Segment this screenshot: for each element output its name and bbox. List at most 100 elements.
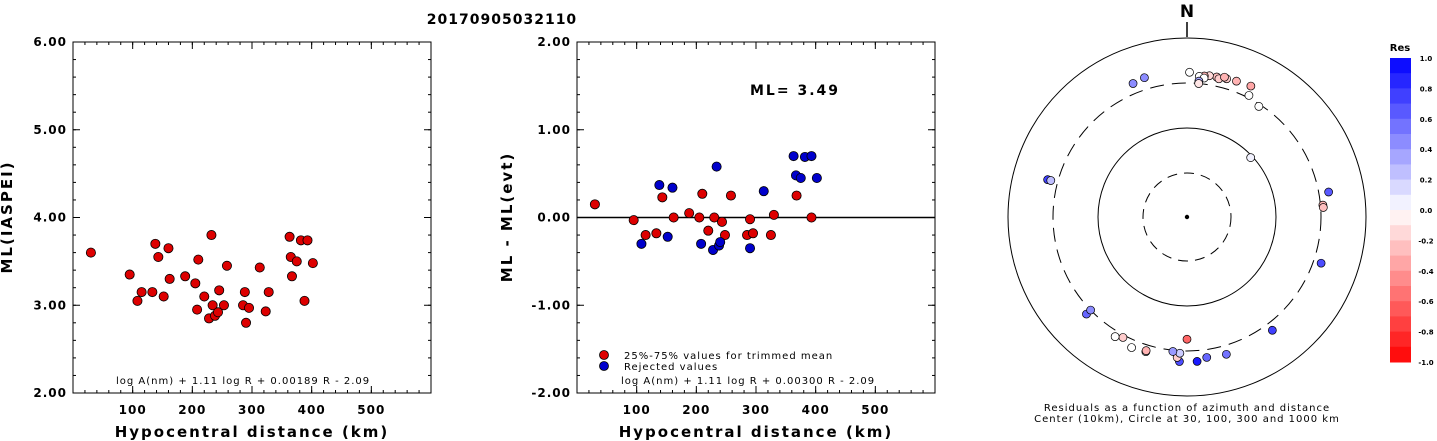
data-point <box>291 256 302 267</box>
station-point <box>1202 353 1212 362</box>
data-point <box>719 230 730 241</box>
colorbar-tick-label: 0.2 <box>1420 177 1433 185</box>
north-label: N <box>1180 2 1194 22</box>
panel1-formula: log A(nm) + 1.11 log R + 0.00189 R - 2.0… <box>116 376 370 387</box>
y-tick-label: 1.00 <box>537 123 571 137</box>
x-tick-label: 300 <box>238 403 266 417</box>
data-point <box>158 291 169 302</box>
colorbar-tick-label: -0.4 <box>1418 268 1433 276</box>
data-point <box>668 212 679 223</box>
map-caption-line2: Center (10km), Circle at 30, 100, 300 an… <box>1034 414 1340 425</box>
colorbar-cell <box>1390 301 1411 317</box>
colorbar-cell <box>1390 286 1411 302</box>
colorbar-cell <box>1390 73 1411 89</box>
y-tick-label: 6.00 <box>33 35 67 49</box>
colorbar-cell <box>1390 270 1411 287</box>
panel1-points <box>85 230 318 328</box>
y-tick-label: 3.00 <box>33 298 67 312</box>
data-point <box>254 262 265 273</box>
data-point <box>709 212 720 223</box>
panel2-formula: log A(nm) + 1.11 log R + 0.00300 R - 2.0… <box>621 376 875 387</box>
colorbar-cell <box>1390 240 1411 257</box>
x-tick-label: 100 <box>623 403 651 417</box>
data-point <box>163 243 174 254</box>
panel1-ticks <box>72 41 432 394</box>
colorbar-tick-label: 1.0 <box>1420 55 1433 63</box>
x-tick-label: 400 <box>298 403 326 417</box>
station-point <box>1246 153 1256 162</box>
data-point <box>748 228 759 239</box>
data-point <box>263 287 274 298</box>
data-point <box>725 190 736 201</box>
legend-label-trimmed: 25%-75% values for trimmed mean <box>624 351 833 362</box>
panel1-y-axis-label: ML(IASPEI) <box>0 160 16 273</box>
data-point <box>244 302 255 313</box>
panel1-x-tick-labels: 100 200 300 400 500 <box>119 403 385 417</box>
panel2-points <box>589 151 822 255</box>
data-point <box>207 300 218 311</box>
station-point <box>1182 334 1192 344</box>
station-residual-points <box>1043 67 1333 366</box>
station-point <box>1324 187 1333 197</box>
ring-100km <box>1097 127 1277 307</box>
data-point <box>694 212 705 223</box>
data-point <box>667 182 678 193</box>
data-point <box>212 307 223 318</box>
data-point <box>192 304 203 315</box>
station-point <box>1127 343 1136 352</box>
colorbar-title: Res <box>1390 43 1410 54</box>
data-point <box>703 225 714 236</box>
data-point <box>214 285 225 296</box>
y-tick-label: 2.00 <box>33 386 67 400</box>
x-tick-label: 300 <box>742 403 770 417</box>
colorbar-tick-label: -0.8 <box>1418 329 1433 337</box>
data-point <box>180 271 191 282</box>
data-point <box>193 254 204 265</box>
station-point <box>1316 258 1326 268</box>
data-point <box>697 188 708 199</box>
station-point <box>1128 79 1138 88</box>
data-point <box>711 161 722 172</box>
station-point <box>1268 325 1277 335</box>
residual-colorbar: Res 1.0 0.8 0.6 0.4 0.2 0.0 -0.2 -0.4 -0.6 -0.8 -1… <box>1390 43 1434 367</box>
colorbar-cell <box>1390 346 1411 363</box>
data-point <box>662 231 673 242</box>
data-point <box>136 287 147 298</box>
station-point <box>1254 102 1264 111</box>
data-point <box>628 215 639 226</box>
station-point <box>1046 176 1056 185</box>
station-point <box>1110 332 1120 341</box>
data-point <box>716 216 727 227</box>
colorbar-cell <box>1390 118 1411 135</box>
legend-marker-rejected <box>599 361 609 371</box>
ring-300km <box>1052 82 1322 352</box>
colorbar-tick-label: 0.4 <box>1420 146 1433 154</box>
panel2-ticks <box>576 41 936 394</box>
station-point <box>1192 357 1202 366</box>
data-point <box>806 212 817 223</box>
colorbar-cell <box>1390 225 1411 241</box>
x-tick-label: 200 <box>178 403 206 417</box>
data-point <box>206 230 217 241</box>
data-point <box>651 228 662 239</box>
colorbar-cell <box>1390 255 1411 272</box>
data-point <box>241 317 252 328</box>
data-point <box>85 247 96 258</box>
data-point <box>811 173 822 184</box>
legend-label-rejected: Rejected values <box>624 362 718 373</box>
data-point <box>758 186 769 197</box>
data-point <box>768 209 779 220</box>
panel1-x-axis-label: Hypocentral distance (km) <box>115 423 390 441</box>
data-point <box>795 173 806 184</box>
data-point <box>791 190 802 201</box>
data-point <box>765 230 776 241</box>
station-point <box>1086 305 1095 315</box>
colorbar-tick-label: -1.0 <box>1418 359 1433 367</box>
data-point <box>218 300 229 311</box>
panel2-y-axis-label: ML - ML(evt) <box>498 152 516 282</box>
x-tick-label: 500 <box>357 403 385 417</box>
y-tick-label: 2.00 <box>537 35 571 49</box>
station-point <box>1185 67 1194 77</box>
data-point <box>239 287 250 298</box>
x-tick-label: 500 <box>861 403 889 417</box>
